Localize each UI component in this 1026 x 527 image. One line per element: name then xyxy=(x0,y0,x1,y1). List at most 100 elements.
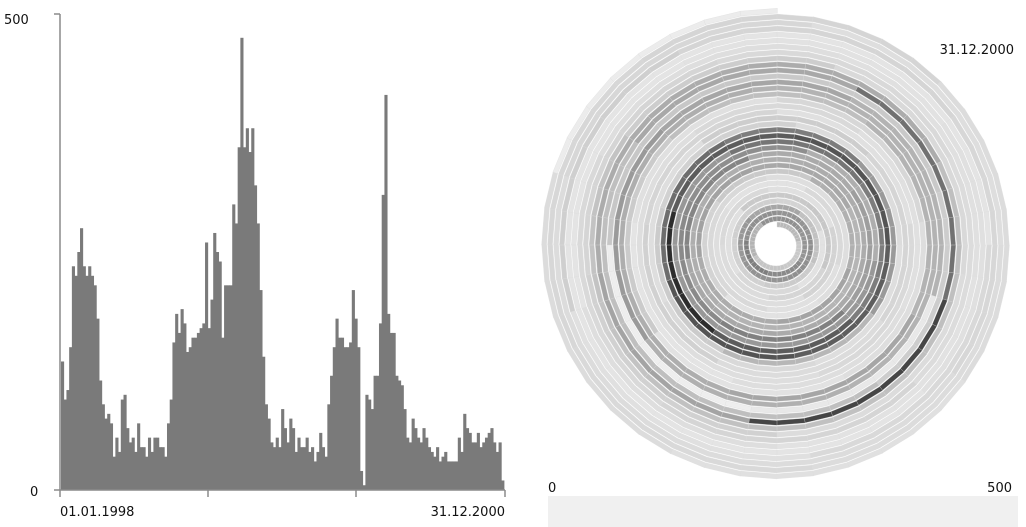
spiral-cell xyxy=(776,418,806,426)
bar xyxy=(213,232,217,490)
spiral-cell xyxy=(776,318,790,325)
spiral-cell xyxy=(760,341,778,349)
spiral-cell xyxy=(648,224,656,246)
spiral-cell xyxy=(776,73,805,81)
spiral-cell xyxy=(889,244,897,265)
spiral-cell xyxy=(725,236,732,246)
spiral-cell xyxy=(594,216,603,246)
bar xyxy=(147,437,152,490)
spiral-cell xyxy=(678,244,685,261)
spiral-cell xyxy=(776,329,792,337)
spiral-cell xyxy=(749,67,778,75)
spiral-cell xyxy=(618,244,626,270)
bar xyxy=(482,442,486,490)
spiral-cell xyxy=(776,180,788,187)
spiral-cell xyxy=(701,232,709,246)
spiral-cell xyxy=(776,312,789,319)
bar xyxy=(137,423,141,490)
bar xyxy=(80,228,84,490)
bar xyxy=(300,447,304,490)
spiral-cell xyxy=(825,236,832,246)
bar-chart: 500 0 01.01.1998 31.12.2000 xyxy=(4,13,506,520)
bar xyxy=(422,428,426,490)
spiral-cell xyxy=(776,347,795,355)
bar xyxy=(449,461,453,490)
spiral-cell xyxy=(895,244,903,266)
bar xyxy=(403,409,407,490)
bar xyxy=(194,337,198,490)
bar xyxy=(359,470,364,490)
spiral-cell xyxy=(743,244,750,251)
spiral-cell xyxy=(758,126,778,134)
spiral-cell xyxy=(600,216,609,246)
bar xyxy=(476,432,480,490)
spiral-cell xyxy=(776,388,801,396)
bar xyxy=(495,451,499,490)
spiral-cell xyxy=(666,227,673,246)
spiral-cell xyxy=(612,244,621,271)
bar xyxy=(305,437,309,490)
spiral-cell xyxy=(842,233,849,246)
spiral-cell xyxy=(776,341,794,349)
spiral-cell xyxy=(776,150,793,157)
bar xyxy=(153,437,157,490)
spiral-cell xyxy=(878,244,885,263)
spiral-cell xyxy=(763,324,778,331)
spiral-cell xyxy=(776,406,804,414)
spiral-cell xyxy=(648,244,656,266)
spiral-cell xyxy=(767,300,778,307)
bar xyxy=(417,437,421,490)
bar xyxy=(330,375,334,490)
spiral-cell xyxy=(731,244,738,253)
bar xyxy=(463,413,467,490)
bar xyxy=(487,432,491,490)
bar xyxy=(240,37,244,491)
bar xyxy=(308,451,312,490)
bar xyxy=(286,442,290,490)
bar xyxy=(465,428,470,490)
spiral-cell xyxy=(636,244,644,268)
bar xyxy=(69,347,73,490)
bar xyxy=(354,318,358,490)
spiral-cell xyxy=(757,359,778,367)
spiral-cell xyxy=(776,204,784,210)
spiral-cell xyxy=(878,227,885,246)
spiral-cell xyxy=(606,244,615,272)
spiral-cell xyxy=(776,324,791,331)
bar xyxy=(362,485,366,490)
bar xyxy=(207,328,211,490)
x-tick-label-end: 31.12.2000 xyxy=(431,505,505,520)
spiral-cell xyxy=(719,235,726,246)
spiral-cell xyxy=(770,204,778,210)
spiral-cell xyxy=(812,231,819,240)
spiral-cell xyxy=(763,156,778,163)
spiral-cell xyxy=(866,244,873,261)
spiral-cell xyxy=(776,67,806,75)
spiral-cell xyxy=(776,156,792,163)
spiral-cell xyxy=(954,215,962,246)
bar xyxy=(118,451,122,490)
bar xyxy=(131,437,135,490)
spiral-cell xyxy=(776,108,799,116)
spiral-end-label: 31.12.2000 xyxy=(940,43,1014,58)
spiral-cell xyxy=(930,219,939,246)
bar xyxy=(289,418,293,490)
spiral-cell xyxy=(760,138,778,146)
spiral-cell xyxy=(776,423,807,432)
bar xyxy=(205,242,209,490)
bar xyxy=(343,347,347,490)
spiral-cell xyxy=(618,219,626,246)
spiral-cell xyxy=(642,244,650,267)
bar xyxy=(427,447,432,490)
spiral-cell xyxy=(758,187,769,195)
bar xyxy=(77,252,81,490)
bar xyxy=(99,380,103,490)
bar xyxy=(281,409,285,490)
spiral-cell xyxy=(801,240,808,246)
spiral-cell xyxy=(751,85,778,93)
spiral-cell xyxy=(672,244,679,262)
bar xyxy=(340,337,345,490)
bar xyxy=(433,456,437,490)
spiral-cell xyxy=(776,294,786,301)
bar xyxy=(101,404,105,490)
